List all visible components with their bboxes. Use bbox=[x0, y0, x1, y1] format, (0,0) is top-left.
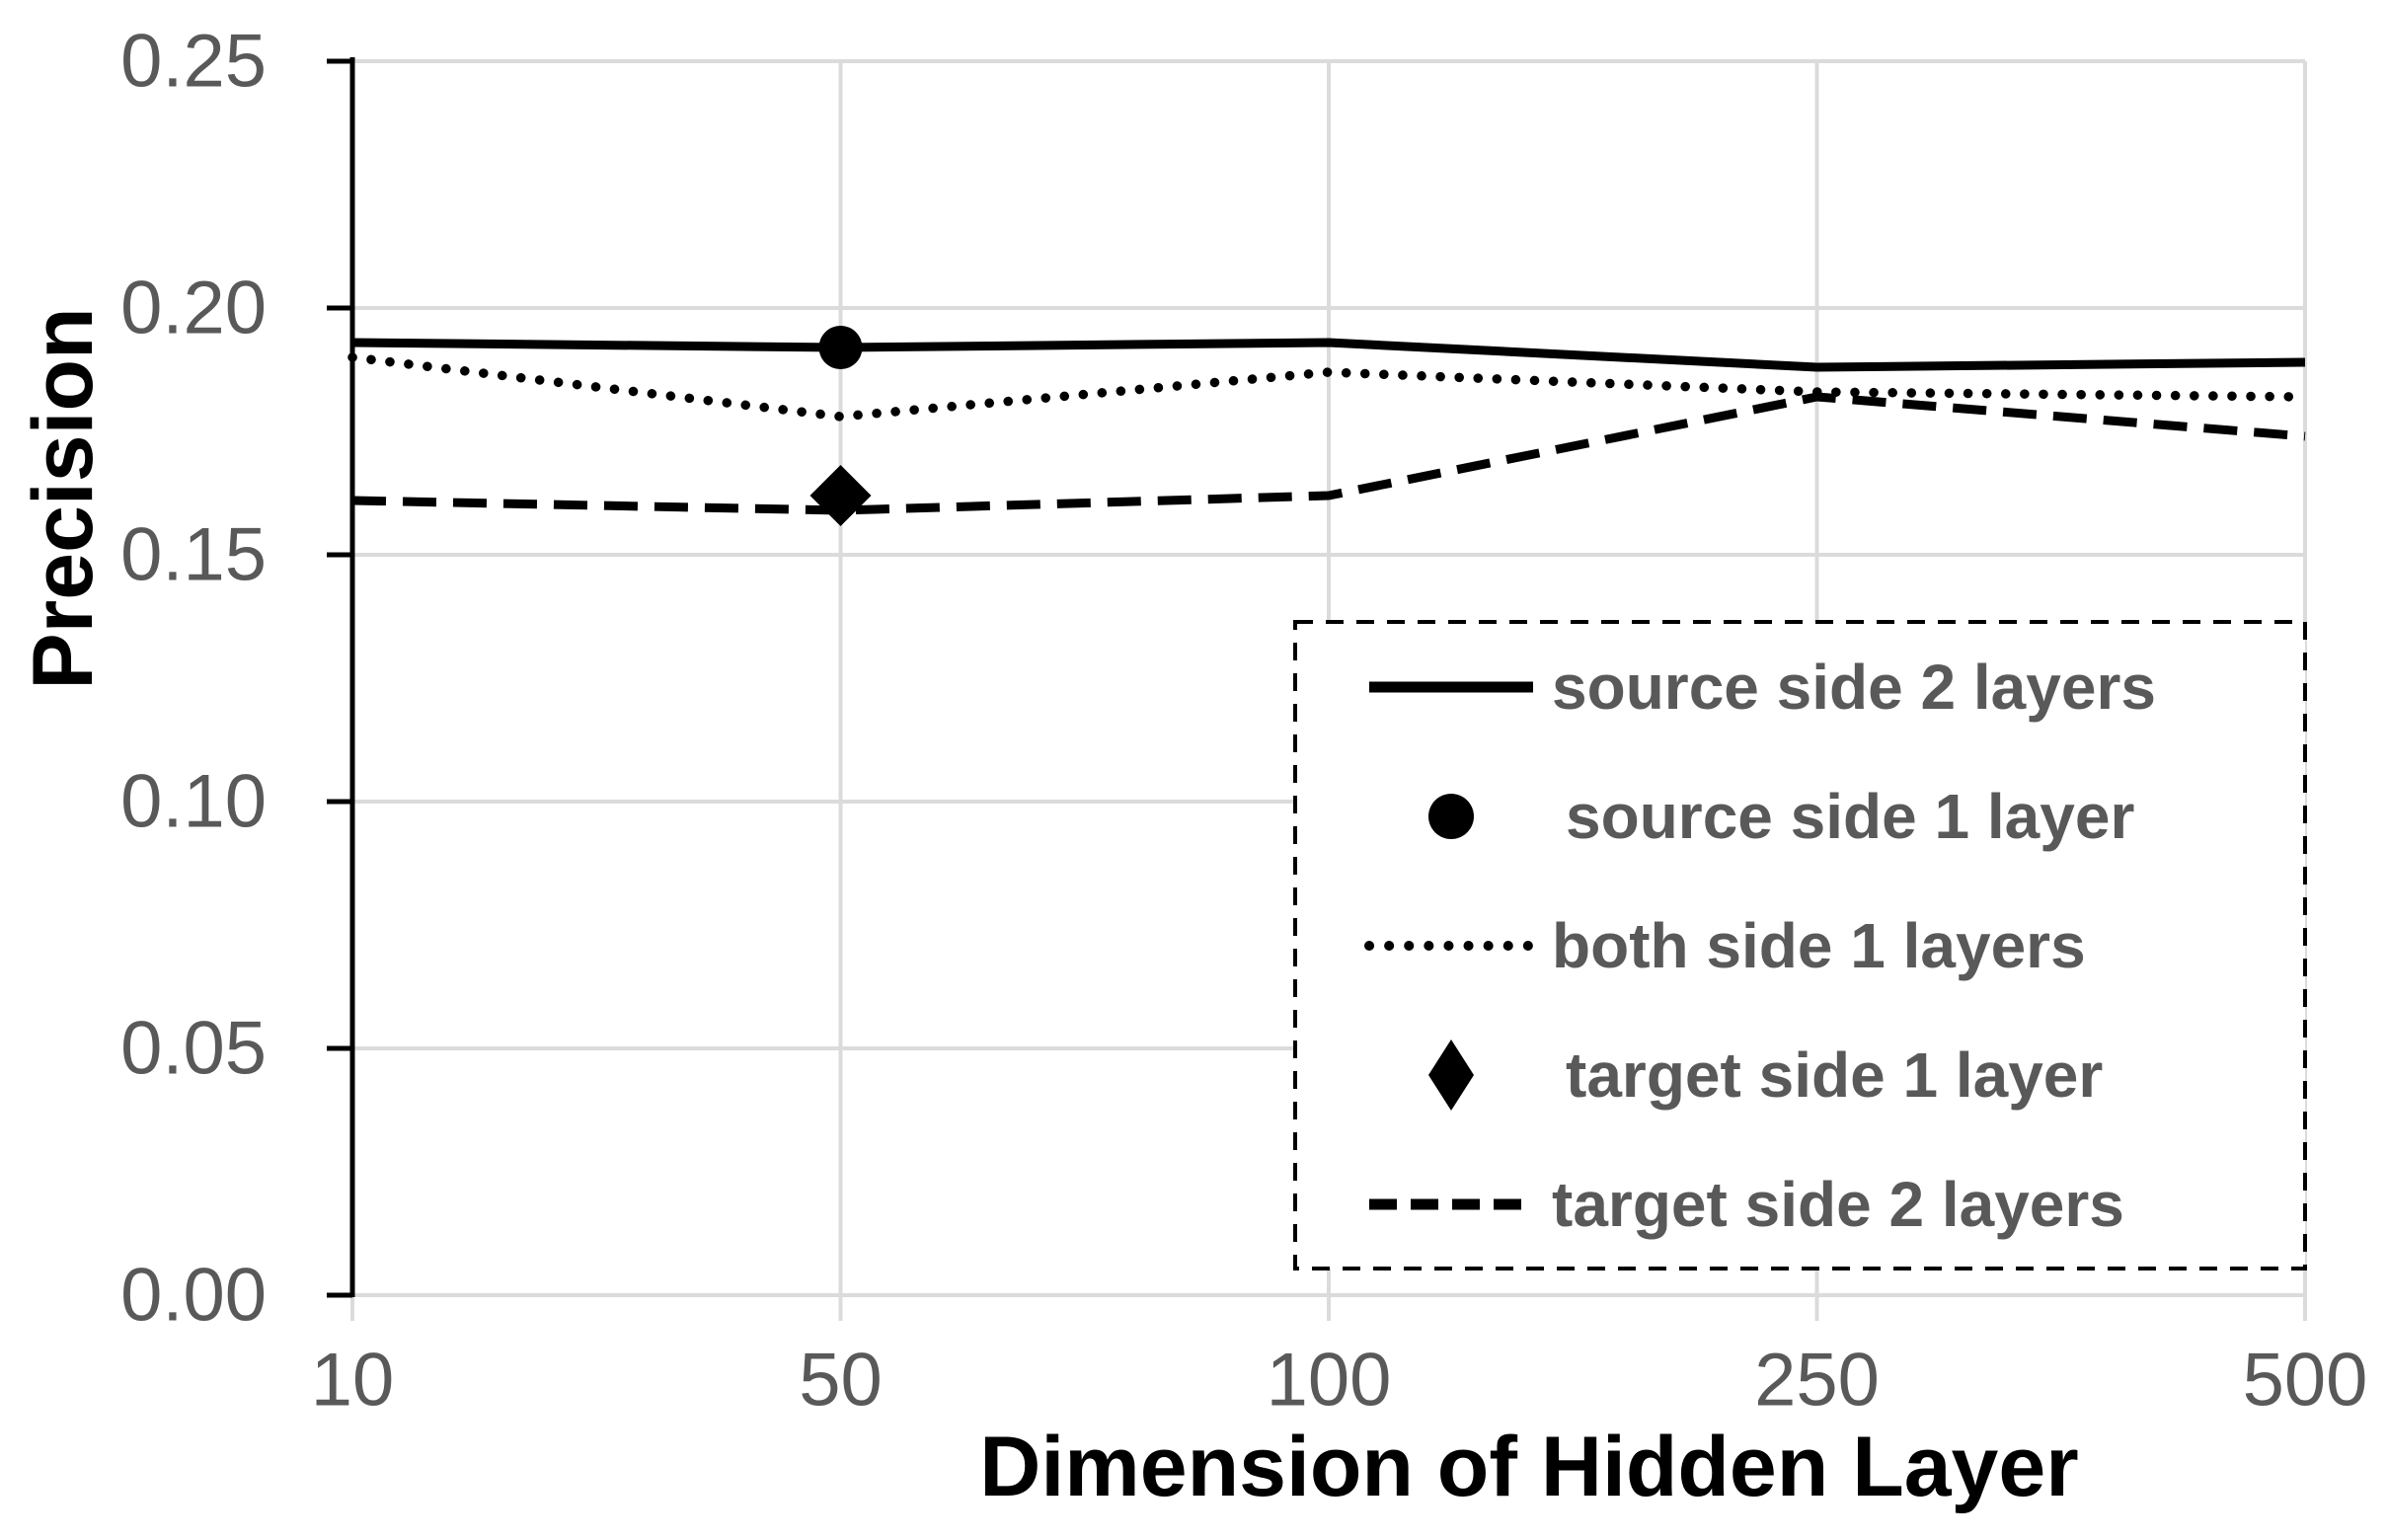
series-line-source-side-2-layers bbox=[351, 338, 2306, 372]
y-tick-label: 0.05 bbox=[120, 1007, 267, 1091]
y-tick-label: 0.15 bbox=[120, 513, 267, 597]
x-tick-label: 500 bbox=[2243, 1339, 2368, 1423]
axis-titles: Precision Dimension of Hidden Layer bbox=[16, 307, 2079, 1514]
legend-label-target-side-2-layers: target side 2 layers bbox=[1552, 1169, 2124, 1240]
axes bbox=[327, 57, 355, 1298]
x-tick-label: 10 bbox=[311, 1339, 395, 1423]
legend-symbol-source-side-1-layer bbox=[1428, 794, 1474, 839]
legend-label-source-side-1-layer: source side 1 layer bbox=[1566, 781, 2134, 852]
x-tick-label: 100 bbox=[1267, 1339, 1392, 1423]
y-tick-label: 0.10 bbox=[120, 760, 267, 844]
marker-circle-source-side-1-layer bbox=[818, 326, 863, 369]
series-line-both-side-1-layers bbox=[347, 352, 2310, 422]
marker-diamond-target-side-1-layer bbox=[809, 465, 872, 526]
legend: source side 2 layers source side 1 layer b… bbox=[1293, 620, 2307, 1270]
y-tick-label: 0.25 bbox=[120, 20, 267, 104]
series-line-target-side-2-layers bbox=[351, 392, 2306, 515]
legend-label-both-side-1-layers: both side 1 layers bbox=[1552, 910, 2086, 981]
series bbox=[347, 326, 2310, 526]
x-tick-label: 50 bbox=[799, 1339, 883, 1423]
x-axis-title: Dimension of Hidden Layer bbox=[979, 1420, 2078, 1514]
y-tick-label: 0.20 bbox=[120, 267, 267, 350]
tick-labels: 0.00 0.05 0.10 0.15 0.20 0.25 10 50 100 250 500 bbox=[120, 20, 2367, 1423]
legend-label-target-side-1-layer: target side 1 layer bbox=[1566, 1040, 2103, 1111]
legend-symbol-target-side-1-layer bbox=[1428, 1040, 1474, 1111]
x-tick-label: 250 bbox=[1754, 1339, 1880, 1423]
y-axis-title: Precision bbox=[16, 307, 111, 689]
y-tick-label: 0.00 bbox=[120, 1254, 267, 1338]
legend-label-source-side-2-layers: source side 2 layers bbox=[1552, 652, 2156, 723]
legend-box bbox=[1293, 620, 2307, 1270]
